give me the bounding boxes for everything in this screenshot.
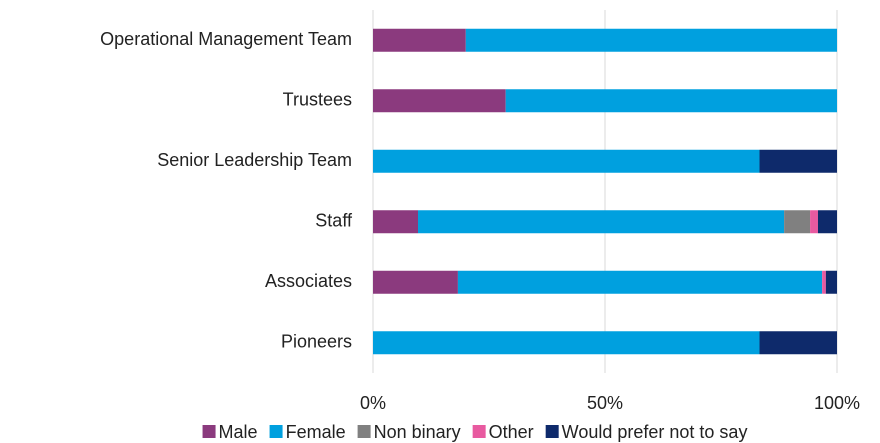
y-tick-label: Associates — [265, 271, 352, 291]
bar-segment — [373, 210, 419, 234]
legend-swatch — [269, 425, 283, 438]
bar-segment — [465, 28, 837, 52]
legend-swatch — [472, 425, 486, 438]
x-tick-label: 50% — [587, 393, 623, 413]
bar-segment — [373, 28, 466, 52]
bar-segment — [373, 89, 506, 113]
legend-label: Would prefer not to say — [562, 422, 748, 442]
legend-label: Male — [219, 422, 258, 442]
legend-label: Female — [286, 422, 346, 442]
legend-label: Non binary — [374, 422, 461, 442]
x-tick-label: 0% — [360, 393, 386, 413]
legend-swatch — [202, 425, 216, 438]
bar-segment — [373, 270, 458, 294]
legend-swatch — [357, 425, 371, 438]
legend-label: Other — [489, 422, 534, 442]
bar-segment — [825, 270, 837, 294]
bar-segment — [373, 331, 760, 355]
y-tick-label: Staff — [315, 211, 353, 231]
y-tick-label: Senior Leadership Team — [157, 150, 352, 170]
bar-segment — [810, 210, 818, 234]
y-tick-label: Pioneers — [281, 332, 352, 352]
bar-segment — [373, 149, 760, 173]
bar-segment — [822, 270, 826, 294]
legend: Male Female Non binary Other Would prefer no… — [202, 422, 748, 442]
bar-segment — [817, 210, 837, 234]
bar-segment — [505, 89, 837, 113]
bar-segment — [759, 331, 837, 355]
bar-segment — [759, 149, 837, 173]
x-tick-label: 100% — [814, 393, 860, 413]
bar-segment — [418, 210, 785, 234]
y-tick-label: Operational Management Team — [100, 29, 352, 49]
legend-swatch — [545, 425, 559, 438]
bar-segment — [457, 270, 823, 294]
y-tick-label: Trustees — [283, 90, 352, 110]
bar-segment — [784, 210, 811, 234]
